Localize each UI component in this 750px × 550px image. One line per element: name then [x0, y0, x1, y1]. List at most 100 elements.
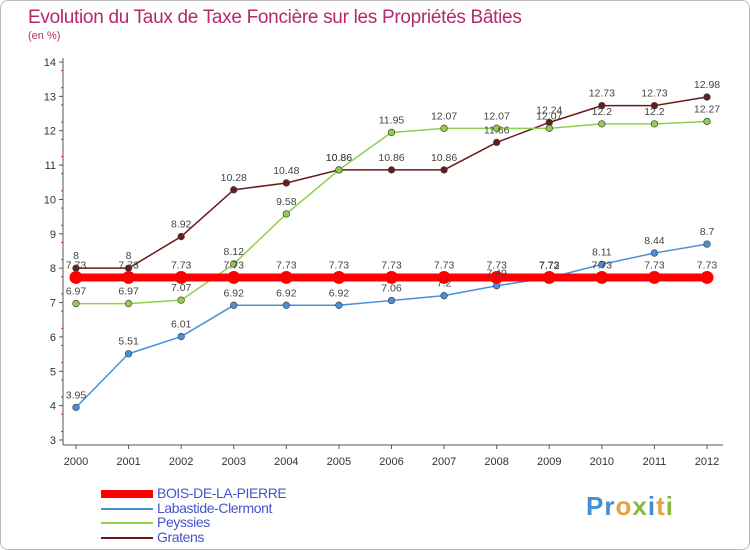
- data-label-peyssies: 12.2: [644, 106, 665, 118]
- data-label-bois-de-la-pierre: 7.73: [644, 259, 665, 271]
- data-point-labastide-clermont: [177, 332, 185, 341]
- data-point-gratens: [387, 166, 396, 174]
- data-label-gratens: 12.24: [536, 104, 562, 116]
- y-tick-label: 4: [50, 401, 56, 413]
- legend-swatch: [101, 536, 153, 539]
- data-label-bois-de-la-pierre: 7.73: [486, 259, 507, 271]
- data-point-bois-de-la-pierre: [69, 270, 83, 284]
- data-label-gratens: 10.48: [273, 165, 299, 177]
- data-point-peyssies: [72, 299, 80, 308]
- legend-swatch: [101, 522, 153, 524]
- data-label-labastide-clermont: 3.95: [66, 389, 87, 401]
- data-label-bois-de-la-pierre: 7.73: [224, 259, 245, 271]
- data-point-gratens: [650, 101, 659, 110]
- data-label-labastide-clermont: 6.92: [276, 287, 297, 299]
- data-label-peyssies: 6.97: [118, 286, 139, 298]
- data-label-bois-de-la-pierre: 7.73: [434, 259, 455, 271]
- x-tick-label: 2004: [274, 456, 298, 468]
- data-point-gratens: [282, 179, 290, 187]
- data-label-bois-de-la-pierre: 7.73: [276, 259, 297, 271]
- data-point-bois-de-la-pierre: [490, 270, 504, 284]
- data-label-bois-de-la-pierre: 7.73: [539, 259, 560, 271]
- data-label-labastide-clermont: 6.01: [171, 319, 192, 331]
- data-point-gratens: [703, 93, 711, 101]
- data-point-peyssies: [598, 120, 606, 128]
- x-tick-label: 2001: [116, 456, 140, 468]
- y-tick-label: 10: [44, 194, 56, 206]
- data-label-labastide-clermont: 6.92: [224, 287, 245, 299]
- data-label-gratens: 8: [126, 250, 132, 262]
- x-tick-label: 2002: [169, 456, 193, 468]
- x-tick-label: 2007: [432, 456, 456, 468]
- data-label-gratens: 8.92: [171, 219, 192, 231]
- legend-label: Peyssies: [157, 514, 210, 530]
- data-point-peyssies: [177, 296, 185, 304]
- data-point-peyssies: [545, 124, 553, 132]
- data-point-bois-de-la-pierre: [174, 270, 188, 284]
- data-label-labastide-clermont: 7.49: [486, 268, 507, 280]
- data-point-gratens: [493, 138, 501, 147]
- legend-label: Labastide-Clermont: [157, 499, 272, 516]
- data-point-gratens: [440, 166, 448, 174]
- y-tick-label: 6: [50, 332, 56, 344]
- data-label-bois-de-la-pierre: 7.73: [118, 259, 139, 271]
- data-label-gratens: 10.86: [378, 152, 404, 164]
- data-label-labastide-clermont: 8.11: [592, 246, 612, 258]
- data-point-labastide-clermont: [440, 292, 448, 300]
- data-point-bois-de-la-pierre: [122, 270, 136, 284]
- x-tick-label: 2008: [484, 456, 508, 468]
- data-point-bois-de-la-pierre: [227, 270, 241, 284]
- x-tick-label: 2012: [695, 456, 719, 468]
- data-label-gratens: 12.73: [589, 88, 615, 100]
- data-label-peyssies: 6.97: [66, 286, 87, 298]
- data-label-gratens: 10.86: [431, 152, 457, 164]
- legend-swatch: [101, 507, 153, 510]
- y-tick-label: 12: [44, 126, 56, 138]
- data-label-peyssies: 11.95: [379, 114, 405, 126]
- chart-title: Evolution du Taux de Taxe Foncière sur l…: [28, 7, 522, 28]
- data-point-labastide-clermont: [650, 249, 659, 257]
- data-label-peyssies: 12.2: [592, 106, 613, 118]
- data-point-gratens: [230, 186, 238, 194]
- data-label-labastide-clermont: 6.92: [329, 287, 350, 299]
- data-point-peyssies: [335, 166, 343, 174]
- data-point-gratens: [177, 232, 185, 241]
- data-label-gratens: 11.66: [484, 124, 510, 136]
- data-label-bois-de-la-pierre: 7.73: [66, 259, 87, 271]
- data-point-labastide-clermont: [703, 240, 711, 248]
- y-tick-label: 14: [44, 57, 56, 69]
- data-label-labastide-clermont: 5.51: [118, 336, 139, 348]
- data-label-gratens: 12.98: [694, 79, 720, 91]
- data-label-peyssies: 12.07: [484, 110, 510, 122]
- data-point-bois-de-la-pierre: [437, 270, 451, 284]
- data-label-peyssies: 12.07: [536, 110, 562, 122]
- data-point-bois-de-la-pierre: [595, 270, 609, 284]
- data-point-gratens: [598, 101, 606, 110]
- data-point-peyssies: [387, 128, 396, 137]
- data-label-peyssies: 12.07: [431, 110, 457, 122]
- data-point-bois-de-la-pierre: [332, 270, 346, 284]
- data-point-bois-de-la-pierre: [385, 270, 398, 284]
- data-point-labastide-clermont: [230, 301, 238, 309]
- data-point-peyssies: [493, 124, 501, 132]
- data-label-peyssies: 12.27: [694, 103, 720, 115]
- data-point-labastide-clermont: [282, 301, 290, 309]
- data-label-bois-de-la-pierre: 7.73: [381, 259, 402, 271]
- data-point-labastide-clermont: [124, 350, 133, 358]
- data-label-gratens: 10.28: [221, 172, 247, 184]
- legend-label: Gratens: [157, 528, 204, 545]
- y-tick-label: 9: [50, 229, 56, 241]
- y-tick-label: 11: [45, 160, 56, 172]
- data-label-peyssies: 10.86: [326, 152, 352, 164]
- data-label-bois-de-la-pierre: 7.73: [329, 259, 350, 271]
- data-label-bois-de-la-pierre: 7.73: [697, 259, 718, 271]
- data-point-labastide-clermont: [598, 260, 606, 269]
- data-label-peyssies: 8.12: [224, 246, 245, 258]
- x-tick-label: 2011: [643, 456, 667, 468]
- data-label-bois-de-la-pierre: 7.73: [592, 259, 613, 271]
- data-label-peyssies: 7.07: [171, 282, 192, 294]
- data-label-labastide-clermont: 7.06: [381, 282, 402, 294]
- data-label-labastide-clermont: 7.72: [539, 260, 560, 272]
- data-point-bois-de-la-pierre: [700, 270, 714, 284]
